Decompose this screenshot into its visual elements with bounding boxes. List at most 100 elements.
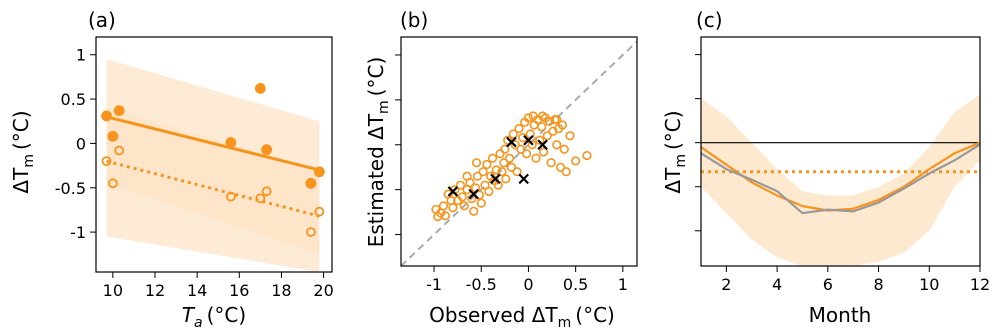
panel-b-open-point [529, 120, 539, 130]
panel-a-ytick-label: -0.5 [55, 179, 86, 198]
panel-b-open-point [528, 111, 538, 121]
panel-a-filled-point [254, 83, 266, 94]
panel-a-xtick-label: 12 [145, 281, 165, 300]
panel-a-band-2 [106, 107, 320, 273]
panel-b-open-point [535, 135, 545, 145]
panel-b-open-point [459, 201, 469, 211]
panel-b-open-point [455, 180, 466, 190]
panel-c-xtick-label: 4 [772, 275, 782, 294]
panel-c-gray-line [700, 143, 981, 215]
panel-b-open-point [487, 153, 498, 163]
panel-b-open-point [559, 144, 569, 154]
panel-c-xtick-label: 8 [873, 275, 883, 294]
panel-b-open-point [482, 159, 492, 170]
panel-b-xtick-label: 0.5 [563, 275, 588, 294]
panel-b-open-point [497, 167, 507, 177]
panel-b-open-point [521, 149, 532, 159]
panel-a-xtick-label: 18 [271, 281, 291, 300]
panel-a-xtick-label: 16 [229, 281, 249, 300]
panel-b-open-point [552, 115, 562, 125]
panel-b-open-point [500, 144, 510, 154]
panel-a-filled-point [313, 166, 325, 178]
panel-c-ylabel: ΔTm(°C) [661, 110, 689, 193]
panel-b-cross-point [490, 173, 501, 185]
panel-a-open-point [114, 145, 125, 156]
panel-b-open-point [531, 153, 541, 163]
panel-a-filled-point [101, 110, 112, 122]
panel-b-open-point [440, 211, 450, 221]
panel-a-open-point [314, 206, 325, 217]
panel-a-xtick-label: 14 [187, 281, 207, 300]
panel-b-open-point [561, 167, 571, 177]
panel-b-diagonal [400, 40, 638, 267]
panel-b-open-point [499, 158, 509, 168]
panel-b-open-point [508, 129, 518, 139]
panel-c-xtick-label: 6 [823, 275, 833, 294]
panel-b-open-point [506, 162, 517, 172]
panel-a-ytick-label: 0 [76, 134, 86, 153]
panel-a-filled-point [107, 130, 119, 142]
panel-b-open-point [537, 122, 547, 132]
panel-b-cross-point [523, 134, 534, 146]
panel-b-open-point [501, 174, 511, 184]
panel-b-xtick-label: -0.5 [466, 275, 497, 294]
panel-b-open-point [565, 131, 575, 141]
panel-b-open-point [546, 158, 556, 168]
panel-b-open-point [538, 147, 549, 157]
panel-b-open-point [523, 113, 534, 123]
panel-b: (b) -1 -0.5 0 0.5 1 Observed ΔTm (°C) Estimat… [364, 8, 638, 331]
panel-a-dotted-line [106, 159, 320, 218]
panel-a: (a) 10 12 14 16 18 20 1 0.5 0 -0.5 -1 Ta (°C) ΔTm(°… [9, 8, 334, 331]
panel-a-label: (a) [88, 8, 116, 32]
panel-b-open-point [491, 165, 501, 175]
panel-a-open-point [306, 227, 316, 237]
panel-c-frame [700, 36, 981, 267]
panel-a-filled-point [261, 144, 273, 156]
panel-b-open-point [503, 135, 513, 145]
panel-b-open-point [582, 150, 592, 161]
panel-a-xtick-label: 10 [103, 281, 123, 300]
panel-a-open-point [101, 156, 112, 167]
panel-b-open-point [469, 206, 479, 216]
panel-a-xtick-label: 20 [313, 281, 333, 300]
panel-a-ytick-label: 1 [76, 46, 86, 65]
panel-b-open-point [495, 149, 505, 159]
panel-b-open-point [514, 124, 524, 134]
panel-c-xtick-label: 2 [721, 275, 731, 294]
panel-b-label: (b) [400, 8, 428, 32]
panel-b-cross-point [537, 139, 548, 151]
panel-c-xtick-label: 10 [919, 275, 939, 294]
panel-a-frame [95, 36, 333, 273]
panel-b-open-point [555, 162, 566, 172]
panel-b-open-point [476, 198, 486, 208]
panel-a-open-point [225, 191, 236, 202]
panel-a-xlabel: Ta (°C) [182, 303, 246, 331]
panel-c: (c) 2 4 6 8 10 12 Month ΔTm(°C) [661, 8, 990, 327]
panel-c-xtick-label: 12 [970, 275, 990, 294]
panel-a-solid-line [106, 115, 320, 172]
panel-b-open-point [512, 167, 522, 177]
panel-b-open-point [527, 140, 537, 150]
panel-b-xtick-label: 1 [618, 275, 628, 294]
panel-b-open-point [557, 120, 568, 130]
panel-b-xtick-label: 0 [523, 275, 533, 294]
panel-b-open-point [516, 144, 526, 154]
panel-b-frame [400, 36, 638, 267]
panel-b-open-point [471, 158, 482, 168]
panel-a-filled-point [225, 137, 237, 148]
panel-b-xtick-label: -1 [426, 275, 442, 294]
panel-b-cross-point [518, 173, 529, 185]
panel-b-open-point [462, 171, 472, 181]
panel-a-open-point [261, 186, 272, 197]
panel-b-cross-point [468, 188, 479, 200]
panel-b-cross-point [447, 186, 459, 197]
panel-a-filled-point [113, 105, 125, 117]
panel-a-open-point [255, 193, 266, 204]
panel-c-label: (c) [696, 8, 723, 32]
panel-b-ylabel: Estimated ΔTm(°C) [364, 57, 392, 248]
panel-b-open-point [510, 140, 520, 150]
panel-b-open-point [504, 153, 515, 163]
panel-c-band [701, 94, 980, 266]
panel-b-open-point [484, 186, 494, 197]
